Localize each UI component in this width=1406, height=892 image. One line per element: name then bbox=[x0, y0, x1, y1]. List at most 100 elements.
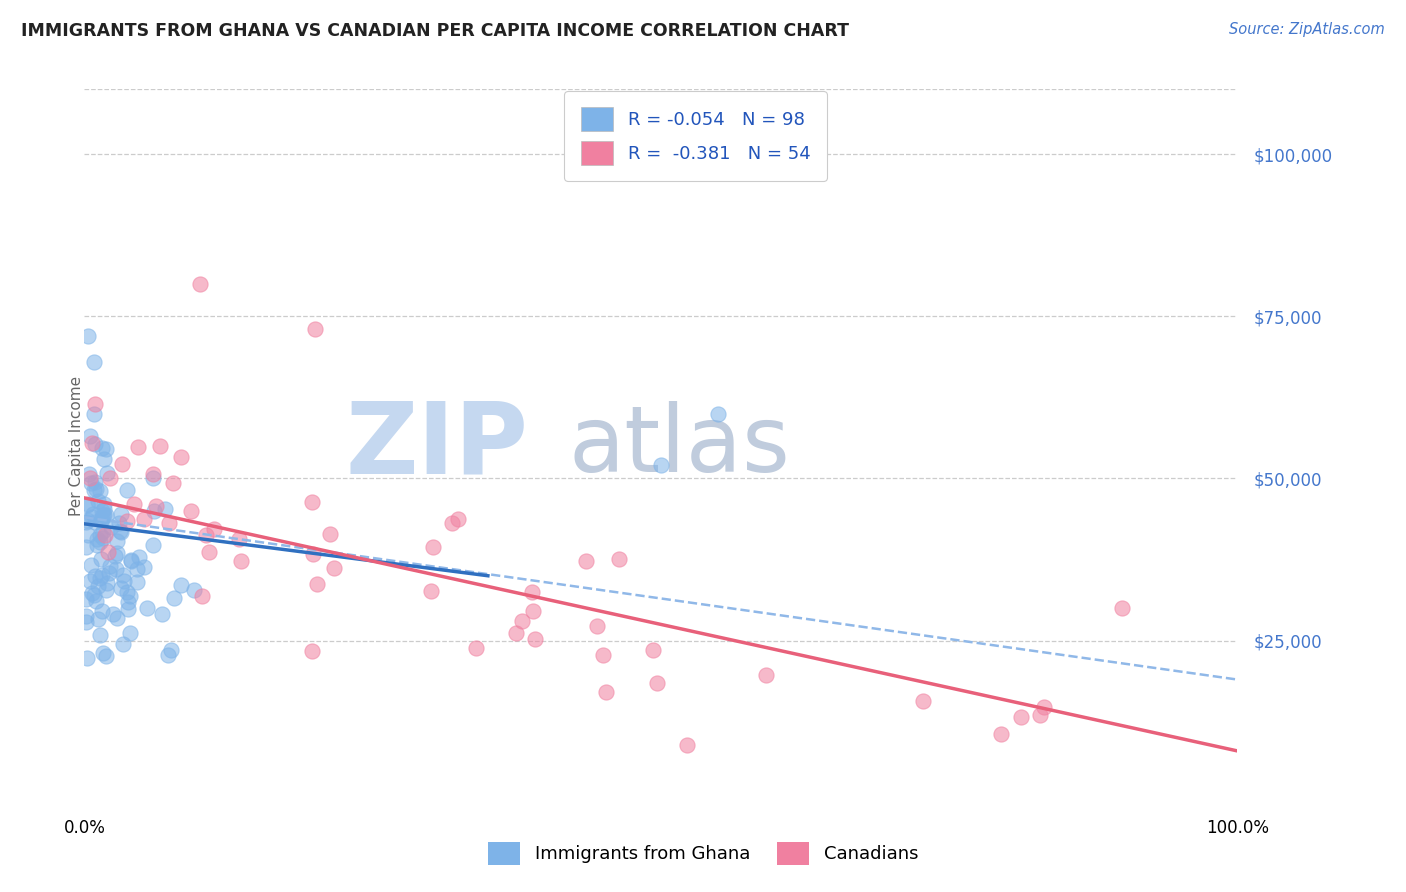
Point bbox=[202, 522, 225, 536]
Point bbox=[89, 528, 111, 542]
Point bbox=[522, 604, 544, 618]
Text: Source: ZipAtlas.com: Source: ZipAtlas.com bbox=[1229, 22, 1385, 37]
Point bbox=[112, 567, 135, 582]
Point bbox=[76, 651, 98, 665]
Point bbox=[523, 632, 546, 647]
Point bbox=[83, 588, 105, 602]
Point bbox=[75, 515, 97, 529]
Point bbox=[1111, 601, 1133, 615]
Point bbox=[127, 561, 149, 575]
Point bbox=[89, 535, 111, 549]
Point bbox=[86, 539, 108, 553]
Point bbox=[117, 483, 139, 497]
Text: IMMIGRANTS FROM GHANA VS CANADIAN PER CAPITA INCOME CORRELATION CHART: IMMIGRANTS FROM GHANA VS CANADIAN PER CA… bbox=[21, 22, 849, 40]
Legend: Immigrants from Ghana, Canadians: Immigrants from Ghana, Canadians bbox=[478, 833, 928, 874]
Point bbox=[510, 614, 533, 628]
Point bbox=[91, 508, 114, 523]
Text: ZIP: ZIP bbox=[346, 398, 529, 494]
Point bbox=[446, 512, 468, 526]
Point bbox=[108, 524, 131, 538]
Point bbox=[75, 615, 97, 629]
Point bbox=[89, 484, 111, 499]
Point bbox=[465, 641, 488, 656]
Point bbox=[180, 504, 202, 518]
Point bbox=[145, 499, 167, 513]
Point bbox=[115, 514, 138, 528]
Point bbox=[84, 437, 107, 451]
Point bbox=[112, 574, 135, 588]
Point bbox=[79, 471, 101, 485]
Text: atlas: atlas bbox=[568, 401, 790, 491]
Point bbox=[159, 643, 181, 657]
Point bbox=[110, 524, 132, 539]
Point bbox=[707, 407, 730, 421]
Point bbox=[156, 648, 179, 662]
Point bbox=[420, 584, 443, 599]
Point bbox=[105, 533, 128, 548]
Point bbox=[1010, 710, 1032, 724]
Point bbox=[91, 441, 114, 455]
Point bbox=[676, 738, 699, 752]
Point bbox=[111, 457, 134, 471]
Point bbox=[90, 568, 112, 582]
Point bbox=[112, 637, 135, 651]
Point bbox=[79, 574, 101, 588]
Point bbox=[98, 471, 121, 485]
Point bbox=[93, 508, 115, 523]
Point bbox=[86, 532, 108, 546]
Point bbox=[1033, 700, 1056, 714]
Point bbox=[90, 552, 112, 566]
Y-axis label: Per Capita Income: Per Capita Income bbox=[69, 376, 83, 516]
Point bbox=[142, 471, 165, 485]
Point bbox=[990, 727, 1012, 741]
Point bbox=[89, 571, 111, 585]
Point bbox=[153, 501, 176, 516]
Point bbox=[188, 277, 211, 291]
Point bbox=[90, 513, 112, 527]
Point bbox=[575, 554, 598, 568]
Point bbox=[86, 482, 108, 496]
Point bbox=[96, 575, 118, 590]
Point bbox=[104, 549, 127, 563]
Point bbox=[75, 609, 97, 624]
Point bbox=[142, 467, 165, 482]
Point bbox=[142, 504, 165, 518]
Point bbox=[136, 600, 159, 615]
Point bbox=[592, 648, 614, 662]
Point bbox=[441, 516, 464, 531]
Point bbox=[120, 589, 142, 603]
Point bbox=[755, 668, 778, 682]
Point bbox=[79, 429, 101, 443]
Point bbox=[94, 583, 117, 598]
Point bbox=[89, 628, 111, 642]
Point bbox=[91, 646, 114, 660]
Point bbox=[585, 619, 607, 633]
Point bbox=[103, 607, 125, 621]
Point bbox=[87, 579, 110, 593]
Point bbox=[77, 497, 100, 511]
Point bbox=[84, 475, 107, 490]
Point bbox=[228, 533, 250, 547]
Point bbox=[157, 516, 180, 530]
Point bbox=[83, 483, 105, 497]
Point bbox=[323, 561, 346, 575]
Point bbox=[97, 566, 120, 580]
Point bbox=[122, 497, 145, 511]
Point bbox=[170, 578, 193, 592]
Point bbox=[110, 581, 132, 595]
Point bbox=[110, 507, 132, 521]
Point bbox=[96, 467, 118, 481]
Point bbox=[94, 528, 117, 542]
Point bbox=[301, 547, 323, 561]
Point bbox=[120, 554, 142, 568]
Point bbox=[1029, 707, 1052, 722]
Point bbox=[83, 515, 105, 529]
Point bbox=[229, 553, 252, 567]
Point bbox=[520, 585, 543, 599]
Point bbox=[107, 610, 129, 624]
Point bbox=[94, 442, 117, 456]
Point bbox=[142, 538, 165, 552]
Point bbox=[75, 591, 97, 606]
Point bbox=[647, 676, 669, 690]
Point bbox=[595, 685, 617, 699]
